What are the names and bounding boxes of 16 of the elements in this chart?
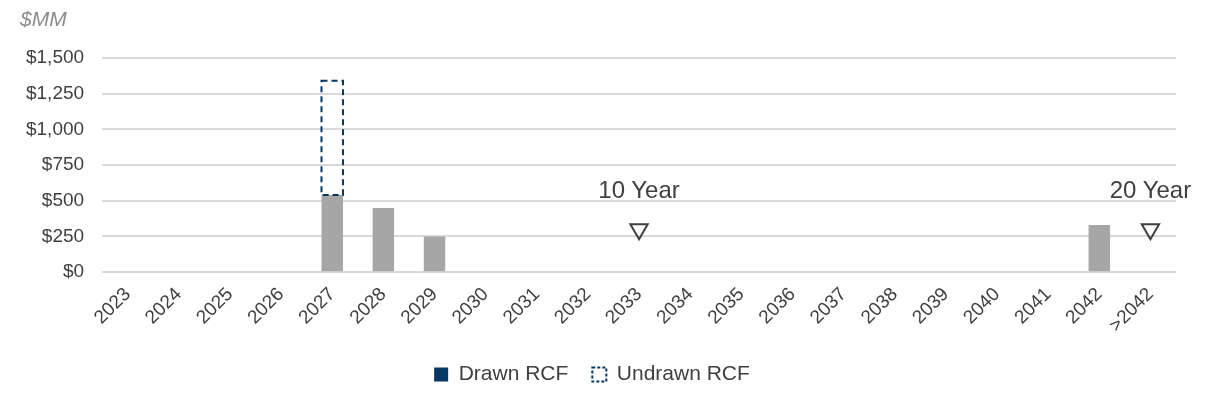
bar	[321, 195, 343, 272]
annotation: 10 Year	[598, 175, 680, 203]
y-tick-label: $1,000	[25, 117, 85, 139]
y-tick-label: $250	[41, 224, 85, 246]
y-tick-label: $750	[41, 153, 85, 175]
legend-label: Undrawn RCF	[616, 361, 750, 385]
y-tick-label: $1,500	[25, 46, 85, 68]
bar	[372, 207, 395, 272]
bar	[423, 236, 446, 272]
y-tick-label: $1,250	[25, 81, 85, 103]
annotation: 20 Year	[1109, 175, 1192, 203]
y-tick-label: $0	[62, 260, 85, 282]
bar	[1088, 225, 1111, 272]
legend-label: Drawn RCF	[458, 361, 569, 385]
y-axis-title: $MM	[19, 7, 68, 31]
y-tick-label: $500	[41, 189, 85, 210]
